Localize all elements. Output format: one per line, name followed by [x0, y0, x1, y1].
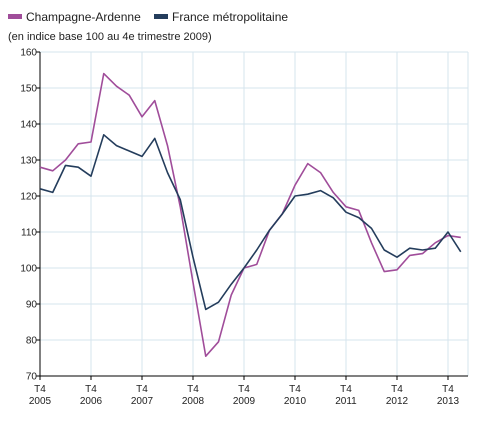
tick-label-y-100: 100: [20, 264, 37, 275]
tick-label-x-quarter-2011: T4: [340, 384, 352, 395]
tick-label-y-140: 140: [20, 120, 37, 131]
series-line-champagne-ardenne: [39, 72, 461, 358]
legend-swatch-france-metropolitaine: [154, 14, 168, 19]
tick-label-x-year-2005: 2005: [29, 396, 52, 407]
legend-label-france-metropolitaine: France métropolitaine: [172, 10, 288, 24]
tick-label-x-year-2007: 2007: [131, 396, 154, 407]
tick-label-x-year-2008: 2008: [182, 396, 205, 407]
tick-label-y-90: 90: [26, 300, 38, 311]
x-axis-ticks: T42005T42006T42007T42008T42009T42010T420…: [29, 376, 460, 407]
tick-label-y-70: 70: [26, 372, 38, 383]
tick-label-y-120: 120: [20, 192, 37, 203]
tick-label-y-80: 80: [26, 336, 38, 347]
grid: [39, 51, 469, 377]
tick-label-x-quarter-2008: T4: [187, 384, 199, 395]
tick-label-y-160: 160: [20, 48, 37, 59]
tick-label-x-year-2012: 2012: [386, 396, 409, 407]
tick-label-y-130: 130: [20, 156, 37, 167]
legend-swatch-champagne-ardenne: [8, 14, 22, 19]
tick-label-x-year-2006: 2006: [80, 396, 103, 407]
tick-label-x-quarter-2013: T4: [442, 384, 454, 395]
chart-subtitle: (en indice base 100 au 4e trimestre 2009…: [8, 31, 212, 43]
tick-label-x-quarter-2006: T4: [85, 384, 97, 395]
tick-label-x-quarter-2010: T4: [289, 384, 301, 395]
y-axis-ticks: 70 80 90 100 110 120 130 140 150 160: [20, 48, 40, 383]
tick-label-x-quarter-2007: T4: [136, 384, 148, 395]
legend: Champagne-Ardenne France métropolitaine: [8, 10, 288, 24]
tick-label-y-150: 150: [20, 84, 37, 95]
tick-label-x-year-2013: 2013: [437, 396, 460, 407]
tick-label-x-year-2010: 2010: [284, 396, 307, 407]
series-lines: [39, 72, 462, 358]
tick-label-x-quarter-2012: T4: [391, 384, 403, 395]
axes: [39, 52, 468, 377]
tick-label-x-quarter-2009: T4: [238, 384, 250, 395]
tick-label-x-quarter-2005: T4: [34, 384, 46, 395]
tick-label-x-year-2009: 2009: [233, 396, 256, 407]
tick-label-y-110: 110: [21, 228, 37, 239]
legend-label-champagne-ardenne: Champagne-Ardenne: [26, 10, 141, 24]
series-line-france-metropolitaine: [39, 134, 462, 311]
tick-label-x-year-2011: 2011: [335, 396, 357, 407]
